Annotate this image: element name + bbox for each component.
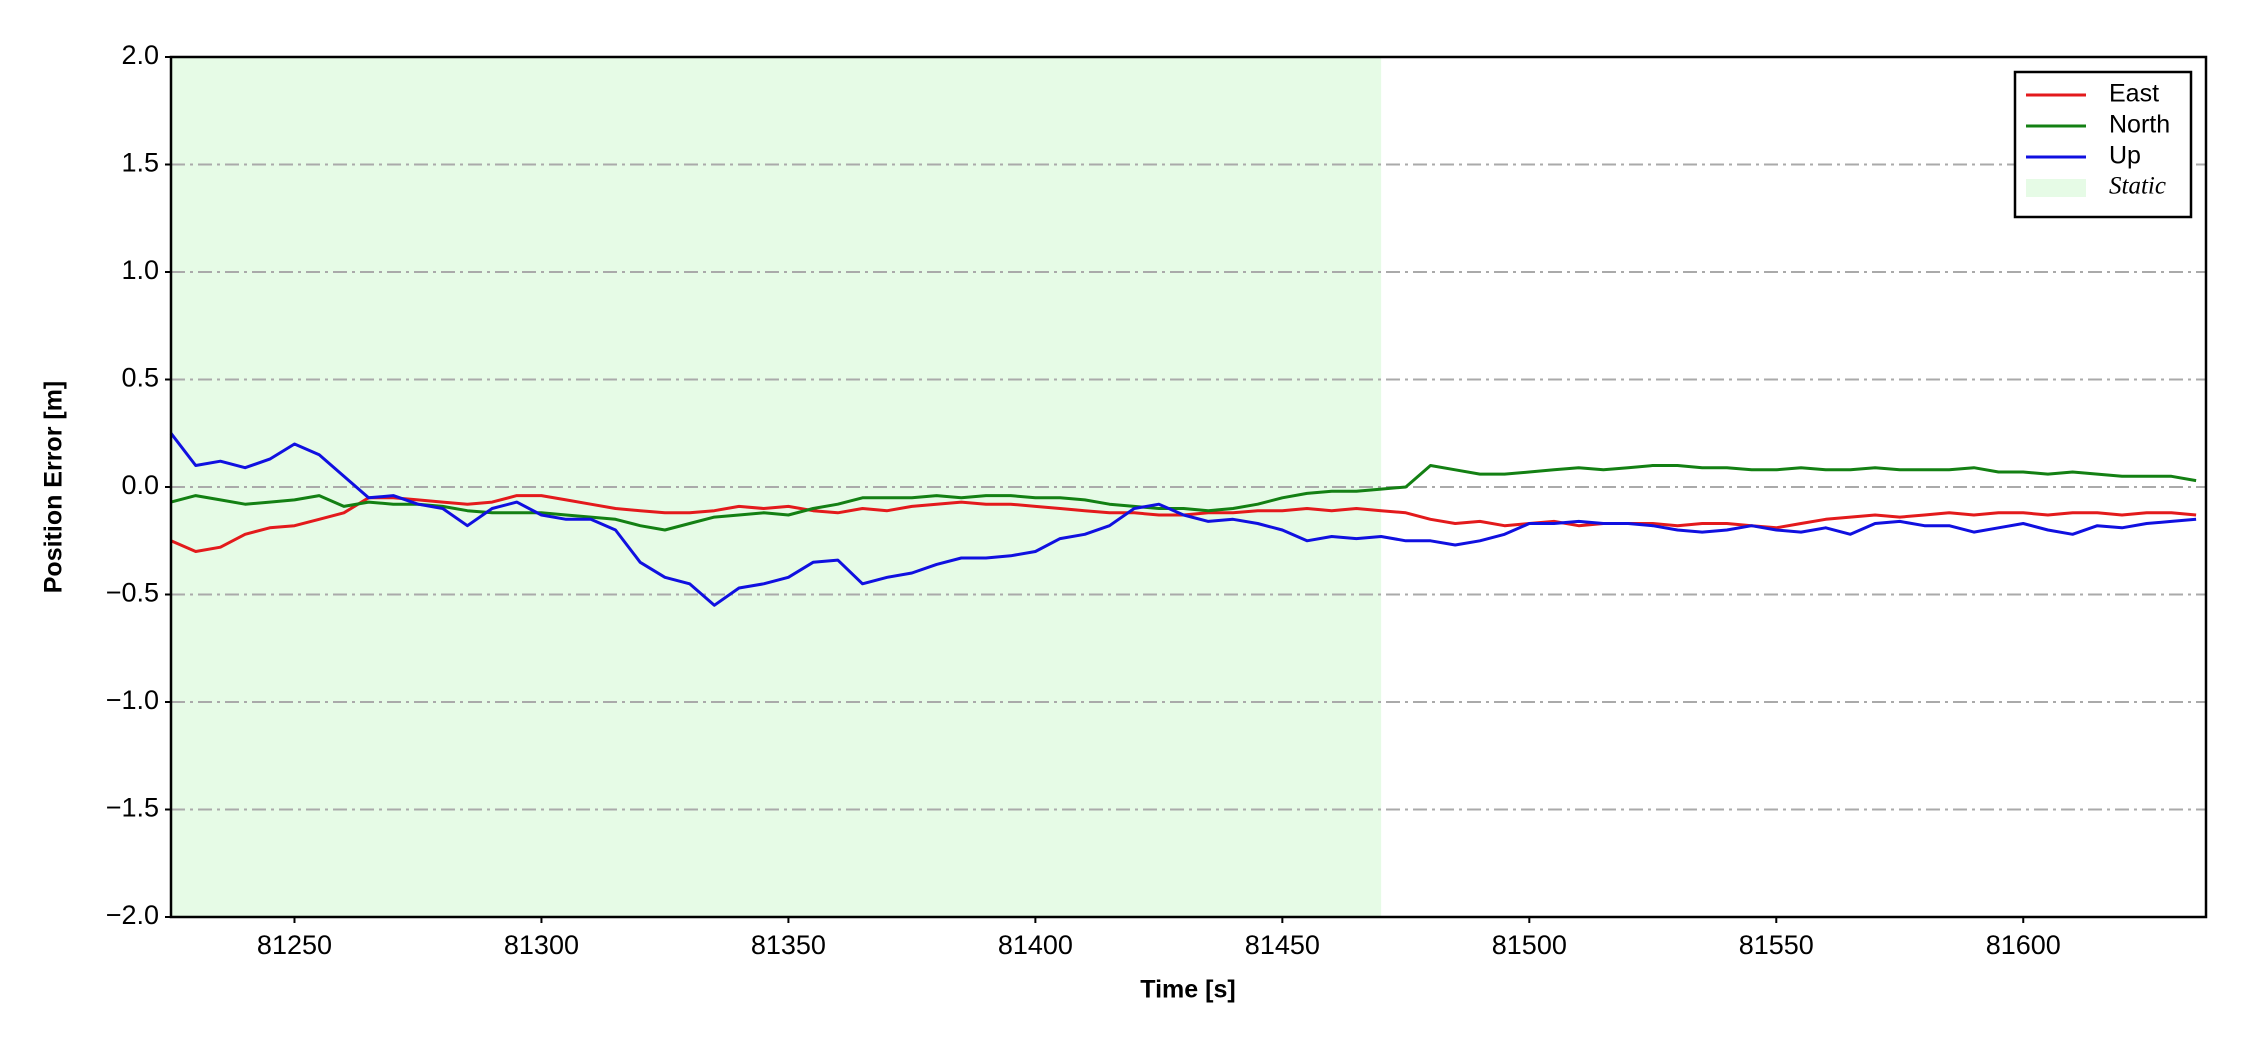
plot-frame xyxy=(169,55,2208,919)
y-axis-label: Position Error [m] xyxy=(40,381,68,594)
x-tick-label: 81400 xyxy=(998,930,1073,960)
y-tick-label: 0.0 xyxy=(121,470,159,500)
y-tick-label: −2.0 xyxy=(106,900,159,930)
legend-label: Static xyxy=(2109,173,2166,200)
y-tick-label: 1.0 xyxy=(121,255,159,285)
y-tick-label: −0.5 xyxy=(106,578,159,608)
x-tick-label: 81300 xyxy=(504,930,579,960)
x-tick-label: 81600 xyxy=(1986,930,2061,960)
y-tick-label: −1.5 xyxy=(106,793,159,823)
x-tick-label: 81250 xyxy=(257,930,332,960)
y-tick-label: 0.5 xyxy=(121,363,159,393)
y-tick-label: −1.0 xyxy=(106,685,159,715)
y-tick-label: 1.5 xyxy=(121,148,159,178)
x-tick-label: 81350 xyxy=(751,930,826,960)
series-line xyxy=(169,432,2197,607)
x-tick-label: 81500 xyxy=(1492,930,1567,960)
legend-label: North xyxy=(2109,111,2170,139)
x-axis-label: Time [s] xyxy=(1140,976,1235,1004)
y-tick-label: 2.0 xyxy=(121,40,159,70)
x-tick-label: 81550 xyxy=(1739,930,1814,960)
legend-swatch xyxy=(2026,179,2086,197)
legend-label: East xyxy=(2109,80,2159,108)
series-line xyxy=(170,464,2197,532)
legend-label: Up xyxy=(2109,142,2141,170)
x-tick-label: 81450 xyxy=(1245,930,1320,960)
